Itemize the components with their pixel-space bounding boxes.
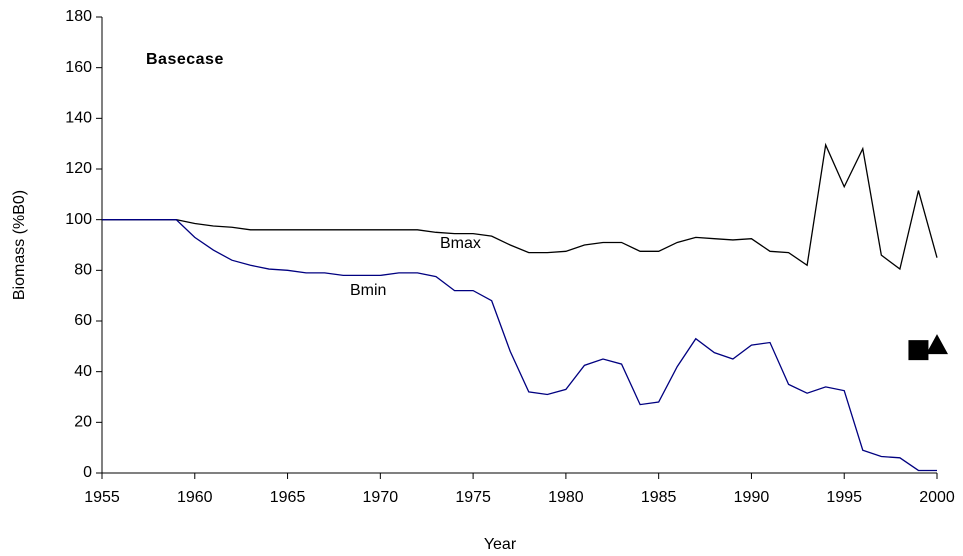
y-tick-label: 0	[83, 464, 92, 481]
x-tick-label: 1965	[270, 489, 306, 506]
x-axis-label: Year	[484, 536, 517, 553]
y-tick-label: 160	[65, 59, 92, 76]
x-tick-label: 1975	[455, 489, 491, 506]
annotation: Bmin	[350, 282, 386, 299]
series-line	[102, 219, 937, 472]
y-tick-label: 100	[65, 211, 92, 228]
y-tick-label: 120	[65, 160, 92, 177]
y-tick-label: 80	[74, 262, 92, 279]
triangle-marker	[926, 334, 948, 355]
series-line	[102, 142, 938, 271]
square-marker	[908, 340, 929, 361]
x-tick-label: 2000	[919, 489, 955, 506]
x-tick-label: 1980	[548, 489, 584, 506]
y-tick-label: 20	[74, 414, 92, 431]
y-tick-label: 140	[65, 110, 92, 127]
y-axis-label: Biomass (%B0)	[11, 190, 28, 300]
y-tick-label: 180	[65, 8, 92, 25]
x-tick-label: 1970	[363, 489, 399, 506]
y-tick-label: 60	[74, 312, 92, 329]
x-tick-label: 1995	[826, 489, 862, 506]
x-tick-label: 1960	[177, 489, 213, 506]
x-tick-label: 1985	[641, 489, 677, 506]
x-tick-label: 1955	[84, 489, 120, 506]
annotation: Basecase	[146, 51, 224, 68]
x-tick-label: 1990	[734, 489, 770, 506]
y-tick-label: 40	[74, 363, 92, 380]
annotation: Bmax	[440, 235, 481, 252]
